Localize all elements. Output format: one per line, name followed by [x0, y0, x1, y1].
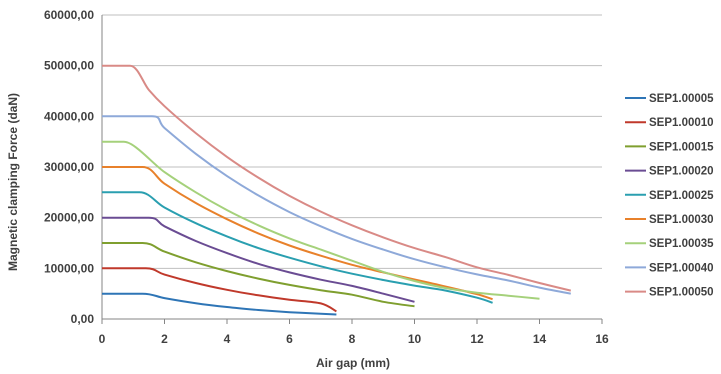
x-tick-label: 2: [161, 332, 168, 346]
x-tick-label: 10: [408, 332, 422, 346]
series-lines: [102, 64, 572, 316]
series-line-2: [102, 267, 337, 313]
series-line-9: [102, 64, 572, 292]
x-tick-label: 4: [224, 332, 231, 346]
legend-label: SEP1.00020: [649, 166, 714, 178]
gridlines: [102, 14, 602, 269]
legend-label: SEP1.00050: [649, 287, 714, 299]
legend: SEP1.00005 SEP1.00010 SEP1.00015 SEP1.00020…: [625, 93, 714, 299]
legend-label: SEP1.00035: [649, 238, 714, 250]
y-tick-label: 0,00: [71, 312, 95, 326]
y-tick-label: 50000,00: [44, 59, 94, 73]
y-tick-labels: 0,00 10000,00 20000,00 30000,00 40000,00 5000…: [44, 8, 94, 326]
legend-label: SEP1.00015: [649, 141, 714, 153]
series-line-3: [102, 242, 415, 308]
series-line-6: [102, 166, 493, 301]
x-tick-label: 12: [470, 332, 484, 346]
x-tick-labels: 0 2 4 6 8 10 12 14 16: [99, 332, 609, 346]
y-axis-title: Magnetic clamping Force (daN): [6, 93, 20, 271]
y-tick-label: 20000,00: [44, 211, 94, 225]
x-tick-label: 6: [286, 332, 293, 346]
x-tick-label: 8: [349, 332, 356, 346]
x-tick-label: 14: [533, 332, 547, 346]
legend-label: SEP1.00005: [649, 93, 714, 105]
y-tick-label: 60000,00: [44, 8, 94, 22]
series-line-1: [102, 292, 337, 316]
series-line-4: [102, 216, 415, 303]
series-line-5: [102, 191, 493, 304]
legend-label: SEP1.00010: [649, 117, 714, 129]
y-tick-label: 30000,00: [44, 160, 94, 174]
x-tick-label: 0: [99, 332, 106, 346]
x-tick-label: 16: [595, 332, 609, 346]
legend-label: SEP1.00030: [649, 214, 714, 226]
series-line-7: [102, 140, 540, 300]
series-line-8: [102, 115, 571, 295]
legend-label: SEP1.00040: [649, 262, 714, 274]
x-axis-title: Air gap (mm): [316, 356, 390, 370]
y-tick-label: 40000,00: [44, 109, 94, 123]
legend-label: SEP1.00025: [649, 190, 714, 202]
y-tick-label: 10000,00: [44, 261, 94, 275]
